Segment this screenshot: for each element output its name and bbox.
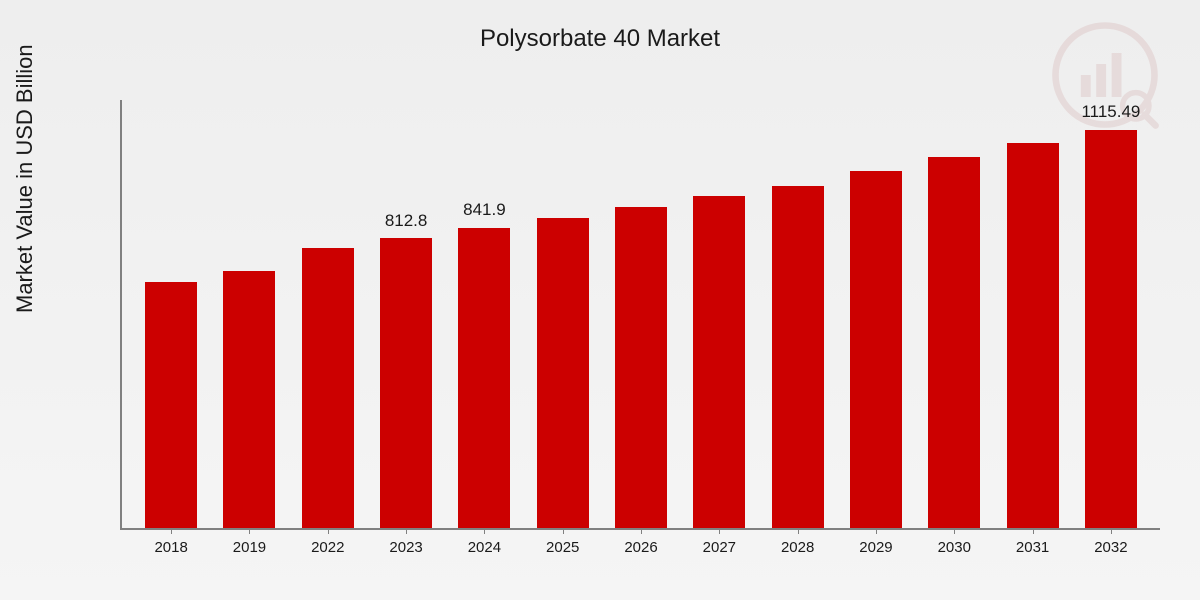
bar-wrapper: 841.9 bbox=[445, 100, 523, 528]
x-axis-label: 2028 bbox=[759, 539, 837, 556]
bar-wrapper bbox=[289, 100, 367, 528]
bar-wrapper bbox=[210, 100, 288, 528]
x-axis-label: 2030 bbox=[915, 539, 993, 556]
x-axis-label: 2029 bbox=[837, 539, 915, 556]
bar-wrapper: 812.8 bbox=[367, 100, 445, 528]
x-tick bbox=[484, 528, 485, 534]
x-tick bbox=[1033, 528, 1034, 534]
bar bbox=[458, 228, 510, 528]
x-axis-label: 2032 bbox=[1072, 539, 1150, 556]
bar-wrapper bbox=[993, 100, 1071, 528]
x-axis-label: 2018 bbox=[132, 539, 210, 556]
bar bbox=[380, 238, 432, 528]
bar bbox=[850, 171, 902, 528]
x-axis-label: 2026 bbox=[602, 539, 680, 556]
x-tick bbox=[798, 528, 799, 534]
x-axis-label: 2025 bbox=[524, 539, 602, 556]
bars-group: 812.8 841.9 1115.49 bbox=[122, 100, 1160, 528]
bar-wrapper bbox=[524, 100, 602, 528]
bar bbox=[223, 271, 275, 528]
bar bbox=[772, 186, 824, 528]
bar-wrapper bbox=[132, 100, 210, 528]
chart-container: Polysorbate 40 Market Market Value in US… bbox=[0, 0, 1200, 600]
bar-wrapper bbox=[837, 100, 915, 528]
x-tick bbox=[641, 528, 642, 534]
bar-value-label: 1115.49 bbox=[1081, 102, 1140, 122]
x-axis-labels: 2018201920222023202420252026202720282029… bbox=[122, 539, 1160, 556]
bar bbox=[693, 196, 745, 528]
chart-title: Polysorbate 40 Market bbox=[480, 25, 720, 53]
x-axis-label: 2027 bbox=[680, 539, 758, 556]
bar bbox=[1007, 143, 1059, 528]
bar bbox=[537, 218, 589, 528]
x-tick bbox=[719, 528, 720, 534]
x-tick bbox=[563, 528, 564, 534]
bar-wrapper: 1115.49 bbox=[1072, 100, 1150, 528]
bar bbox=[302, 248, 354, 528]
x-axis-label: 2019 bbox=[210, 539, 288, 556]
x-axis-label: 2031 bbox=[993, 539, 1071, 556]
bar bbox=[615, 207, 667, 528]
bar bbox=[145, 282, 197, 528]
x-tick bbox=[406, 528, 407, 534]
bar-wrapper bbox=[680, 100, 758, 528]
bar bbox=[1085, 130, 1137, 528]
bar-wrapper bbox=[602, 100, 680, 528]
bar bbox=[928, 157, 980, 528]
bar-wrapper bbox=[759, 100, 837, 528]
plot-area: 812.8841.91115.49 2018201920222023202420… bbox=[120, 100, 1160, 530]
x-axis-label: 2024 bbox=[445, 539, 523, 556]
bar-wrapper bbox=[915, 100, 993, 528]
x-axis-label: 2023 bbox=[367, 539, 445, 556]
x-tick bbox=[328, 528, 329, 534]
bar-value-label: 841.9 bbox=[463, 200, 506, 220]
y-axis-label: Market Value in USD Billion bbox=[12, 44, 38, 313]
x-tick bbox=[1111, 528, 1112, 534]
x-axis-label: 2022 bbox=[289, 539, 367, 556]
x-tick bbox=[249, 528, 250, 534]
x-tick bbox=[876, 528, 877, 534]
bar-value-label: 812.8 bbox=[385, 211, 428, 231]
x-tick bbox=[171, 528, 172, 534]
x-tick bbox=[954, 528, 955, 534]
